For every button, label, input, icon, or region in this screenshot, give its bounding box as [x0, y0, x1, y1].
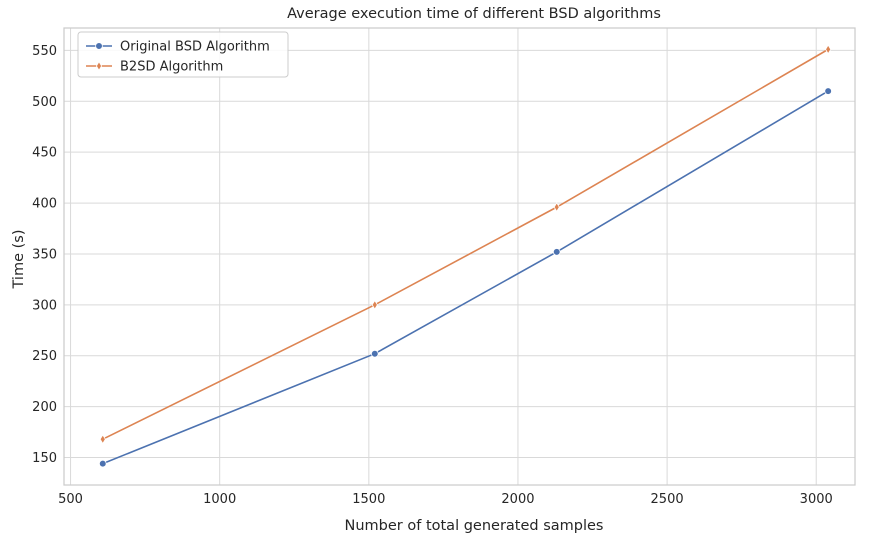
data-point-0 — [552, 248, 561, 256]
data-point-1 — [553, 202, 560, 213]
data-point-0 — [370, 349, 379, 358]
x-tick-label: 3000 — [800, 492, 833, 507]
grid-lines — [64, 28, 855, 485]
y-tick-label: 550 — [32, 44, 57, 59]
x-tick-label: 500 — [58, 492, 83, 507]
x-tick-label: 2500 — [651, 492, 684, 507]
y-tick-label: 200 — [32, 400, 57, 415]
legend: Original BSD Algorithm B2SD Algorithm — [77, 31, 289, 78]
series-line-1 — [102, 48, 829, 440]
legend-box — [77, 31, 289, 78]
legend-label-original-bsd: Original BSD Algorithm — [120, 40, 270, 55]
y-tick-label: 450 — [32, 146, 57, 161]
x-axis-label: Number of total generated samples — [345, 518, 604, 534]
data-point-0 — [824, 87, 832, 95]
data-point-1 — [825, 44, 832, 55]
legend-marker-original-bsd — [95, 42, 103, 50]
y-tick-label: 400 — [32, 197, 57, 212]
series-line-0 — [102, 90, 829, 465]
legend-marker-b2sd — [95, 61, 103, 71]
y-tick-label: 500 — [32, 95, 57, 110]
data-point-0 — [98, 459, 107, 468]
y-tick-label: 150 — [32, 451, 57, 466]
plot-frame — [63, 27, 856, 486]
legend-label-b2sd: B2SD Algorithm — [120, 60, 223, 75]
x-tick-label: 2000 — [501, 492, 534, 507]
y-tick-label: 350 — [32, 247, 57, 262]
series-layer — [98, 44, 832, 468]
x-tick-label: 1000 — [203, 492, 236, 507]
x-tick-label: 1500 — [352, 492, 385, 507]
y-tick-label: 300 — [32, 298, 57, 313]
y-tick-label: 250 — [32, 349, 57, 364]
chart-title: Average execution time of different BSD … — [287, 6, 661, 22]
tick-labels: 500 1000 1500 2000 2500 3000 150 200 250 300 350 40… — [32, 44, 833, 507]
y-axis-label: Time (s) — [11, 230, 27, 290]
data-point-1 — [371, 299, 378, 310]
data-point-1 — [99, 434, 106, 445]
